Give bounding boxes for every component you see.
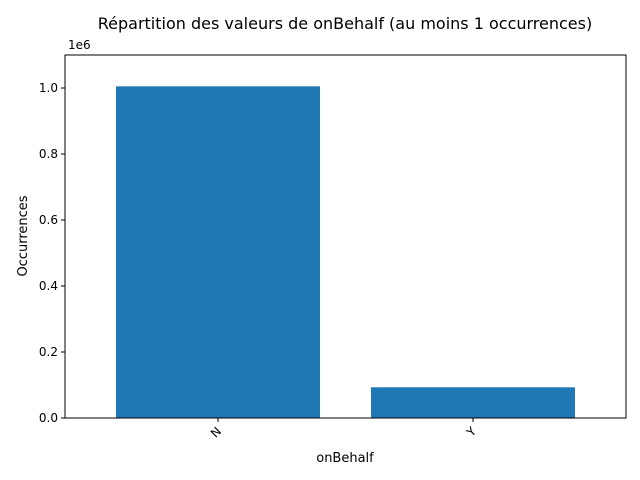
- bar-y: [371, 387, 575, 418]
- y-tick-label: 0.6: [39, 213, 58, 227]
- y-tick-label: 0.0: [39, 411, 58, 425]
- bar-n: [116, 86, 320, 418]
- bars-layer: [116, 86, 575, 418]
- chart-title: Répartition des valeurs de onBehalf (au …: [98, 14, 592, 33]
- y-axis: 0.0 0.2 0.4 0.6 0.8 1.0: [39, 81, 65, 425]
- y-tick-label: 1.0: [39, 81, 58, 95]
- y-tick-label: 0.8: [39, 147, 58, 161]
- x-tick-label: N: [208, 424, 224, 440]
- y-tick-label: 0.4: [39, 279, 58, 293]
- y-tick-label: 0.2: [39, 345, 58, 359]
- y-axis-offset-label: 1e6: [68, 38, 91, 52]
- x-tick-label: Y: [463, 424, 479, 440]
- plot-frame: [64, 54, 627, 419]
- x-axis-label: onBehalf: [316, 451, 374, 466]
- y-axis-label: Occurrences: [16, 195, 31, 276]
